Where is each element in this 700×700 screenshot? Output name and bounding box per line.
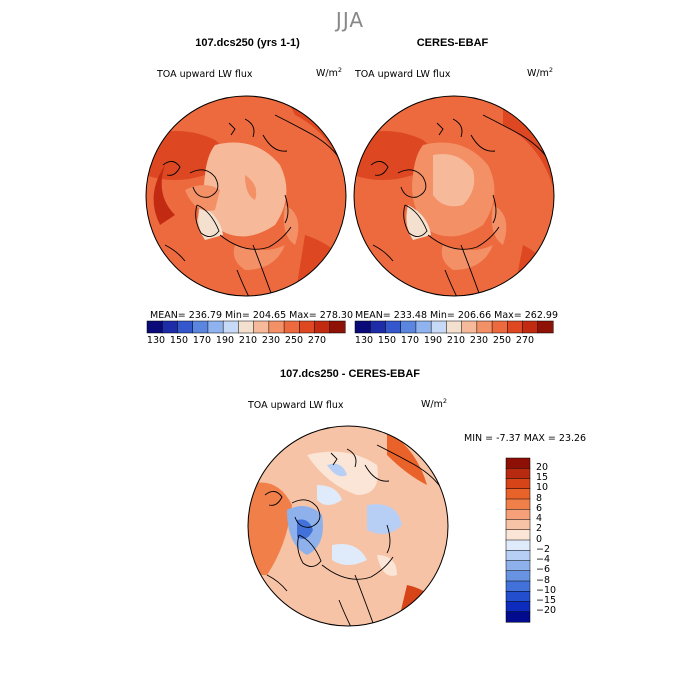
colorbar-swatch (505, 478, 531, 490)
colorbar-tick: 150 (169, 335, 189, 346)
colorbar-swatch (146, 320, 163, 334)
model-polar-map (145, 95, 347, 297)
colorbar-tick: 270 (307, 335, 327, 346)
colorbar-swatch (222, 320, 239, 334)
obs-panel-title: CERES-EBAF (416, 37, 489, 49)
colorbar-tick: 150 (377, 335, 397, 346)
colorbar-swatch (505, 611, 531, 623)
colorbar-swatch (505, 509, 531, 521)
model-stats: MEAN= 236.79 Min= 204.65 Max= 278.30 (150, 310, 354, 321)
model-variable-label: TOA upward LW flux (157, 69, 253, 80)
diff-polar-map (247, 425, 449, 627)
colorbar-swatch (161, 320, 179, 334)
colorbar-swatch (505, 519, 531, 531)
colorbar-swatch (400, 320, 417, 334)
colorbar-tick: 10 (536, 482, 549, 493)
colorbar-swatch (505, 488, 531, 500)
colorbar-swatch (505, 580, 531, 592)
colorbar-swatch (430, 320, 447, 334)
colorbar-tick: −2 (536, 544, 551, 555)
colorbar-swatch (177, 320, 194, 334)
figure-title: JJA (335, 8, 365, 32)
colorbar-tick: 270 (515, 335, 535, 346)
colorbar-swatch (505, 468, 531, 480)
model-units-label: W/m2 (316, 66, 342, 80)
obs-colorbar (354, 320, 554, 334)
colorbar-tick: −6 (536, 564, 551, 575)
obs-units-label: W/m2 (527, 66, 553, 80)
colorbar-swatch (505, 529, 531, 541)
diff-colorbar-ticks: 20 15 10 8 6 4 2 0 −2 −4 −6 −8 −10 −15 −… (536, 458, 576, 622)
colorbar-tick: 210 (446, 335, 466, 346)
colorbar-swatch (283, 320, 300, 334)
colorbar-tick: 230 (261, 335, 281, 346)
colorbar-swatch (268, 320, 285, 334)
colorbar-swatch (238, 320, 255, 334)
colorbar-tick: 230 (469, 335, 489, 346)
diff-colorbar (505, 457, 531, 623)
colorbar-swatch (369, 320, 387, 334)
model-colorbar (146, 320, 346, 334)
colorbar-swatch (476, 320, 493, 334)
colorbar-tick: 130 (146, 335, 166, 346)
colorbar-swatch (329, 320, 346, 334)
model-panel-title: 107.dcs250 (yrs 1-1) (195, 37, 300, 49)
colorbar-swatch (505, 539, 531, 551)
colorbar-swatch (253, 320, 270, 334)
obs-polar-map (353, 95, 555, 297)
colorbar-swatch (192, 320, 209, 334)
colorbar-swatch (491, 320, 508, 334)
colorbar-swatch (522, 320, 539, 334)
colorbar-swatch (505, 591, 531, 603)
colorbar-tick: −20 (536, 605, 557, 616)
colorbar-tick: 0 (536, 534, 543, 545)
colorbar-swatch (505, 601, 531, 613)
colorbar-tick: −8 (536, 575, 551, 586)
colorbar-tick: 210 (238, 335, 258, 346)
obs-variable-label: TOA upward LW flux (355, 69, 451, 80)
colorbar-tick: 250 (492, 335, 512, 346)
colorbar-tick: 2 (536, 523, 543, 534)
colorbar-tick: −10 (536, 585, 557, 596)
colorbar-tick: 170 (192, 335, 212, 346)
colorbar-swatch (461, 320, 478, 334)
colorbar-tick: 170 (400, 335, 420, 346)
colorbar-tick: 190 (423, 335, 443, 346)
colorbar-tick: 15 (536, 472, 549, 483)
colorbar-swatch (314, 320, 331, 334)
colorbar-tick: −4 (536, 554, 551, 565)
colorbar-tick: 250 (284, 335, 304, 346)
diff-units-label: W/m2 (421, 397, 447, 411)
colorbar-tick: −15 (536, 595, 557, 606)
colorbar-swatch (299, 320, 316, 334)
colorbar-tick: 6 (536, 503, 543, 514)
colorbar-swatch (505, 498, 531, 510)
colorbar-swatch (505, 457, 531, 469)
colorbar-swatch (505, 560, 531, 572)
colorbar-swatch (505, 550, 531, 562)
colorbar-swatch (207, 320, 224, 334)
colorbar-swatch (537, 320, 554, 334)
colorbar-tick: 4 (536, 513, 543, 524)
colorbar-tick: 190 (215, 335, 235, 346)
colorbar-swatch (446, 320, 463, 334)
obs-stats: MEAN= 233.48 Min= 206.66 Max= 262.99 (355, 310, 559, 321)
colorbar-swatch (507, 320, 524, 334)
colorbar-swatch (385, 320, 402, 334)
colorbar-tick: 20 (536, 462, 549, 473)
colorbar-swatch (415, 320, 432, 334)
colorbar-tick: 130 (354, 335, 374, 346)
colorbar-tick: 8 (536, 493, 543, 504)
colorbar-swatch (505, 570, 531, 582)
colorbar-swatch (354, 320, 371, 334)
diff-variable-label: TOA upward LW flux (248, 400, 344, 411)
diff-panel-title: 107.dcs250 - CERES-EBAF (280, 368, 420, 380)
diff-stats: MIN = -7.37 MAX = 23.26 (464, 433, 587, 444)
